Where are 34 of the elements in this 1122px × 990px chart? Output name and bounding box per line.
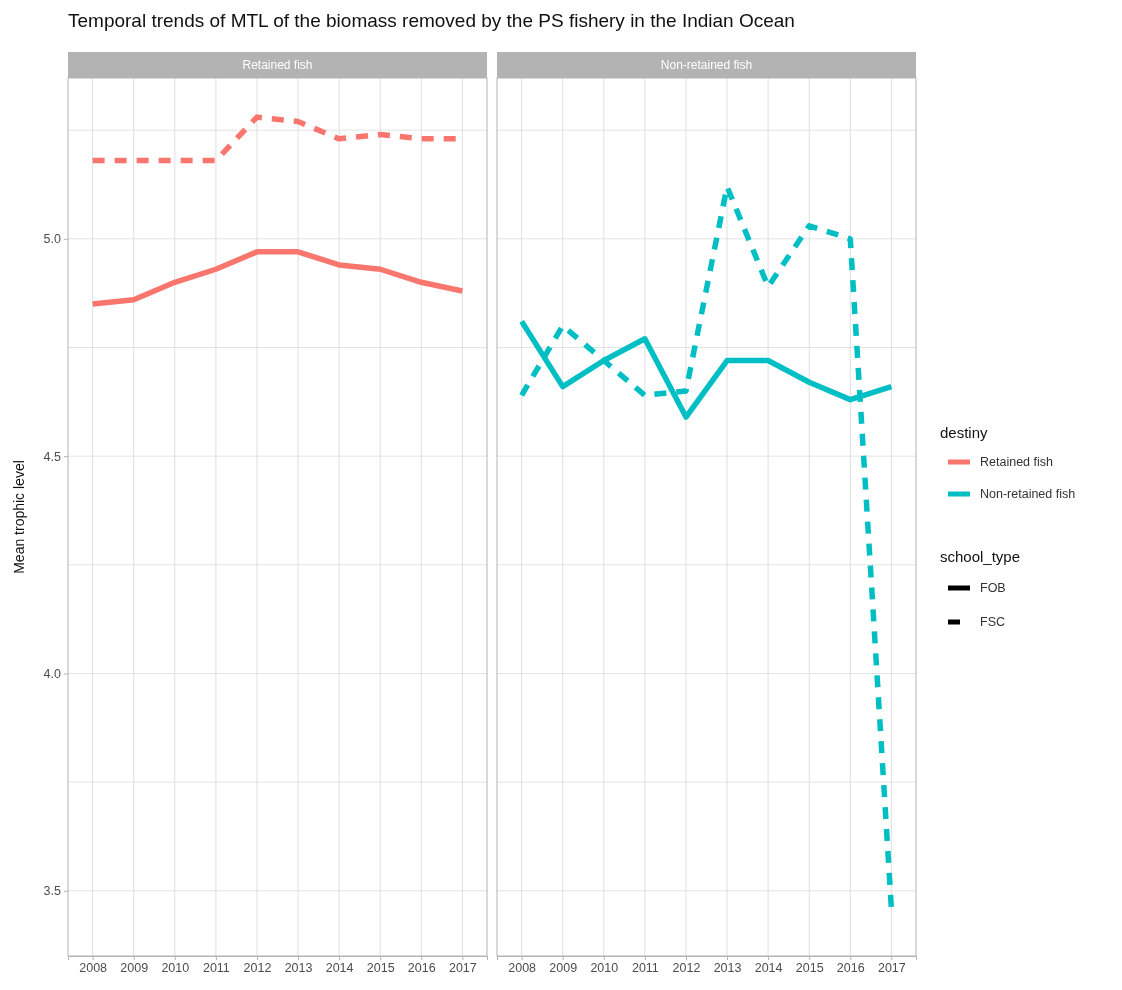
x-tick-label: 2013	[713, 960, 742, 975]
x-tick-label: 2008	[508, 960, 537, 975]
text: school_type	[940, 548, 1021, 565]
y-tick-label: 4.0	[43, 666, 62, 681]
x-tick-label: 2009	[120, 960, 149, 975]
x-tick-label: 2011	[202, 960, 230, 975]
x-tick-label: 2010	[161, 960, 190, 975]
x-tick-label: 2011	[631, 960, 659, 975]
chart-subtitle: Retained fish	[242, 58, 313, 72]
x-tick-label: 2010	[590, 960, 619, 975]
legend-label: Non-retained fish	[980, 487, 1076, 501]
x-tick-label: 2016	[407, 960, 436, 975]
x-tick-label: 2008	[79, 960, 108, 975]
text: FOB	[980, 581, 1006, 595]
text: FSC	[980, 615, 1005, 629]
y-tick-label: 5.0	[43, 232, 62, 247]
x-tick-label: 2013	[284, 960, 313, 975]
y-axis-title: Mean trophic level	[11, 460, 27, 574]
x-tick-label: 2012	[672, 960, 701, 975]
y-tick-label: 4.5	[43, 449, 62, 464]
chart-title: Temporal trends of MTL of the biomass removed by the PS fishery in the Indian Ocean	[68, 10, 795, 31]
x-tick-label: 2015	[795, 960, 824, 975]
x-tick-label: 2015	[366, 960, 395, 975]
y-tick-label: 3.5	[43, 884, 62, 899]
legend-label: Retained fish	[980, 455, 1054, 469]
legend-title: destiny	[940, 424, 989, 441]
x-tick-label: 2014	[754, 960, 783, 975]
x-tick-label: 2012	[243, 960, 272, 975]
x-tick-label: 2009	[549, 960, 578, 975]
x-tick-label: 2016	[836, 960, 865, 975]
chart-subtitle: Non-retained fish	[660, 58, 753, 72]
x-tick-label: 2017	[877, 960, 906, 975]
x-tick-label: 2014	[325, 960, 354, 975]
x-tick-label: 2017	[448, 960, 477, 975]
